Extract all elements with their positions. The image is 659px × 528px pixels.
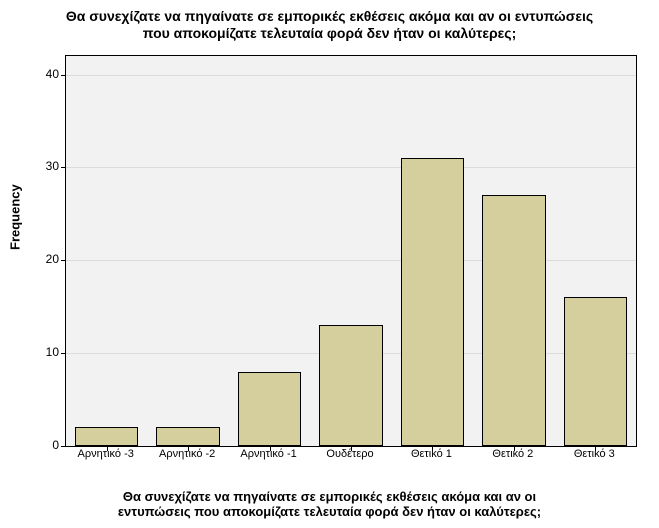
y-tick-mark <box>61 167 66 168</box>
bar <box>564 297 628 446</box>
bar <box>482 195 546 446</box>
bar <box>401 158 465 446</box>
bar <box>238 372 302 446</box>
chart-container: Θα συνεχίζατε να πηγαίνατε σε εμπορικές … <box>0 0 659 528</box>
gridline <box>66 167 636 168</box>
chart-title: Θα συνεχίζατε να πηγαίνατε σε εμπορικές … <box>0 8 659 42</box>
y-tick-mark <box>61 75 66 76</box>
y-tick-mark <box>61 446 66 447</box>
x-tick-label: Θετικό 3 <box>574 448 615 460</box>
y-tick-label: 30 <box>19 159 59 173</box>
y-tick-label: 40 <box>19 67 59 81</box>
y-axis-label: Frequency <box>8 184 23 250</box>
title-line-1: Θα συνεχίζατε να πηγαίνατε σε εμπορικές … <box>66 8 593 24</box>
xlabel-line-2: εντυπώσεις που αποκομίζατε τελευταία φορ… <box>118 504 541 519</box>
title-line-2: που αποκομίζατε τελευταία φορά δεν ήταν … <box>143 25 517 41</box>
plot-area <box>65 55 637 447</box>
gridline <box>66 75 636 76</box>
y-tick-label: 20 <box>19 252 59 266</box>
y-tick-mark <box>61 353 66 354</box>
x-tick-label: Θετικό 1 <box>411 448 452 460</box>
y-tick-label: 0 <box>19 438 59 452</box>
bar <box>156 427 220 446</box>
x-tick-label: Θετικό 2 <box>492 448 533 460</box>
xlabel-line-1: Θα συνεχίζατε να πηγαίνατε σε εμπορικές … <box>123 489 536 504</box>
x-tick-label: Αρνητικό -3 <box>78 448 134 460</box>
x-tick-label: Αρνητικό -1 <box>240 448 296 460</box>
bar <box>75 427 139 446</box>
y-tick-label: 10 <box>19 345 59 359</box>
y-tick-mark <box>61 260 66 261</box>
x-tick-label: Αρνητικό -2 <box>159 448 215 460</box>
bar <box>319 325 383 446</box>
x-axis-label: Θα συνεχίζατε να πηγαίνατε σε εμπορικές … <box>0 489 659 520</box>
x-tick-label: Ουδέτερο <box>326 448 373 460</box>
gridline <box>66 260 636 261</box>
